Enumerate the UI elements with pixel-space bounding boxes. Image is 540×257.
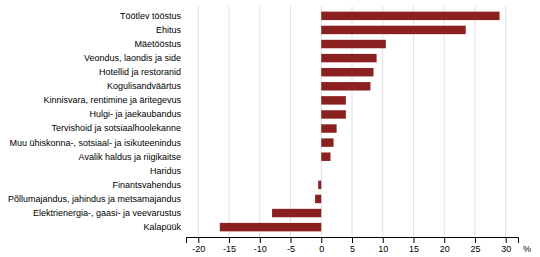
y-tick: Mäetööstus [134,39,186,49]
y-tick-label: Kogulisandväärtus [107,81,182,91]
y-tick: Kalapüük [143,222,186,232]
grid-line [198,6,199,237]
y-tick-label: Finantsvahendus [112,180,181,190]
x-axis-label: % [523,244,531,254]
y-tick: Elektrienergia-, gaasi- ja veevarustus [33,208,186,218]
y-tick: Hotellid ja restoranid [99,67,186,77]
bar [321,40,386,48]
x-axis-line [187,238,519,244]
bars [220,12,500,232]
x-tick-label: 15 [409,244,419,254]
x-tick-mark [229,237,230,243]
bar [321,54,376,62]
x-tick-label: 0 [319,244,324,254]
grid-line [259,6,260,237]
x-tick-mark [352,237,353,243]
x-tick-mark [444,237,445,243]
y-tick: Hulgi- ja jaekaubandus [89,109,186,119]
bar [321,68,373,76]
y-tick-label: Hulgi- ja jaekaubandus [89,109,181,119]
x-tick: 5 [350,237,355,254]
bar [321,167,322,175]
bar [321,124,336,132]
y-tick-label: Kalapüük [143,222,181,232]
grid-line [474,6,475,237]
x-tick: -5 [287,237,295,254]
grid-line [290,6,291,237]
x-tick-mark [260,237,261,243]
y-tick: Finantsvahendus [112,180,186,190]
x-tick-label: -15 [223,244,236,254]
x-tick: -20 [192,237,205,254]
bar [321,138,333,146]
y-tick-label: Elektrienergia-, gaasi- ja veevarustus [33,208,182,218]
y-tick: Avalik haldus ja riigikaitse [79,152,186,162]
x-tick: -10 [254,237,267,254]
bar [220,223,321,231]
x-tick-label: 25 [470,244,480,254]
bar [321,110,346,118]
x-tick-label: -5 [287,244,295,254]
x-tick-mark [291,237,292,243]
x-tick-mark [321,237,322,243]
x-tick-label: 5 [350,244,355,254]
bar [321,96,346,104]
y-tick-label: Ehitus [156,25,182,35]
plot: -20 -15 -10 -5 0 5 10 15 20 25 30 Töötlev tööstus Eh… [8,6,531,254]
bar [321,26,465,34]
y-tick-label: Kinnisvara, rentimine ja äritegevus [43,95,181,105]
x-tick-mark [383,237,384,243]
chart-container: -20 -15 -10 -5 0 5 10 15 20 25 30 Töötlev tööstus Eh… [0,0,540,257]
x-tick: 20 [440,237,450,254]
y-tick-label: Muu ühiskonna-, sotsiaal- ja isikuteenin… [9,138,181,148]
x-tick: 0 [319,237,324,254]
y-tick: Haridus [150,166,186,176]
bar [272,209,321,217]
x-tick: 25 [470,237,480,254]
y-tick-label: Põllumajandus, jahindus ja metsamajandus [8,194,182,204]
x-tick-label: -10 [254,244,267,254]
y-tick-label: Tervishoid ja sotsiaalhoolekanne [51,123,181,133]
bar [321,82,370,90]
y-tick-label: Hotellid ja restoranid [99,67,181,77]
y-tick: Tervishoid ja sotsiaalhoolekanne [51,123,186,133]
x-axis: -20 -15 -10 -5 0 5 10 15 20 25 30 [187,237,519,254]
y-tick-label: Avalik haldus ja riigikaitse [79,152,181,162]
x-tick-mark [198,237,199,243]
y-tick: Veondus, laondis ja side [84,53,186,63]
x-tick-label: 10 [378,244,388,254]
y-tick: Ehitus [156,25,186,35]
grid-line [413,6,414,237]
x-tick-label: 30 [501,244,511,254]
x-tick-mark [506,237,507,243]
y-tick-label: Töötlev tööstus [120,11,182,21]
x-tick-label: 20 [440,244,450,254]
bar [321,12,499,20]
y-tick: Muu ühiskonna-, sotsiaal- ja isikuteenin… [9,138,186,148]
y-axis: Töötlev tööstus Ehitus Mäetööstus Veondus, … [8,11,186,232]
bar [321,152,330,160]
y-tick: Põllumajandus, jahindus ja metsamajandus [8,194,186,204]
x-tick: -15 [223,237,236,254]
x-tick-label: -20 [192,244,205,254]
x-tick: 10 [378,237,388,254]
x-tick: 15 [409,237,419,254]
grid-line [505,6,506,237]
chart-svg: -20 -15 -10 -5 0 5 10 15 20 25 30 Töötlev tööstus Eh… [0,0,540,257]
y-tick: Kinnisvara, rentimine ja äritegevus [43,95,186,105]
grid [198,6,505,237]
y-tick-label: Veondus, laondis ja side [84,53,181,63]
y-tick-label: Mäetööstus [134,39,181,49]
x-tick: 30 [501,237,511,254]
x-tick-mark [475,237,476,243]
bar [318,181,321,189]
y-tick: Kogulisandväärtus [107,81,186,91]
bar [315,195,321,203]
y-tick-label: Haridus [150,166,182,176]
y-tick: Töötlev tööstus [120,11,186,21]
x-tick-mark [413,237,414,243]
grid-line [444,6,445,237]
grid-line [229,6,230,237]
